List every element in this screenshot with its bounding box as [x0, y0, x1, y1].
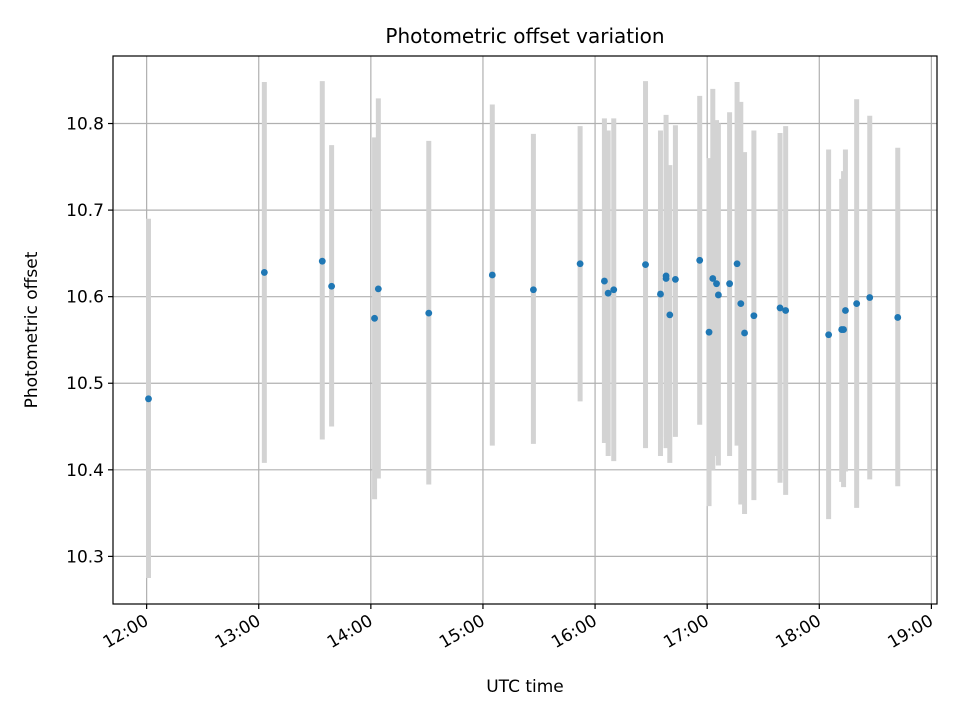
data-point: [825, 331, 833, 339]
data-point: [782, 307, 790, 314]
data-point: [705, 328, 713, 336]
chart-title: Photometric offset variation: [385, 24, 664, 48]
data-point: [610, 286, 618, 294]
data-point: [488, 271, 496, 279]
data-point: [733, 260, 741, 268]
data-point: [672, 275, 679, 283]
data-point: [318, 257, 326, 265]
data-point: [776, 304, 784, 312]
data-point: [662, 275, 670, 282]
data-point: [642, 261, 649, 269]
data-point: [840, 326, 847, 333]
data-point: [604, 289, 612, 297]
y-axis-label: Photometric offset: [22, 251, 42, 408]
y-tick-label: 10.5: [66, 374, 104, 394]
data-point: [894, 314, 902, 321]
y-tick-label: 10.6: [66, 288, 104, 308]
data-point: [714, 291, 722, 299]
data-point: [696, 256, 704, 264]
data-point: [371, 314, 378, 322]
data-point: [260, 269, 268, 276]
y-tick-label: 10.7: [66, 201, 104, 221]
y-axis-ticks: 10.3 10.4 10.5 10.6 10.7 10.8: [66, 115, 113, 567]
data-point: [750, 312, 758, 320]
data-point: [666, 311, 674, 319]
data-point: [709, 275, 717, 282]
data-point: [866, 294, 874, 301]
data-point: [853, 300, 861, 307]
y-tick-label: 10.8: [66, 115, 104, 135]
data-point: [530, 286, 537, 294]
data-point: [713, 280, 720, 288]
data-point: [576, 260, 584, 268]
data-point: [737, 300, 745, 307]
data-point: [726, 280, 733, 288]
data-point: [601, 277, 608, 285]
data-point: [425, 309, 433, 317]
x-axis-label: UTC time: [486, 677, 564, 697]
plot-frame: [112, 55, 938, 605]
data-point: [842, 307, 849, 314]
data-point: [145, 395, 152, 403]
data-point: [657, 290, 664, 298]
data-point: [741, 329, 748, 337]
y-tick-label: 10.4: [66, 461, 104, 481]
y-tick-label: 10.3: [66, 547, 104, 567]
data-point: [328, 282, 336, 290]
data-points: [145, 256, 902, 403]
data-point: [374, 285, 382, 293]
